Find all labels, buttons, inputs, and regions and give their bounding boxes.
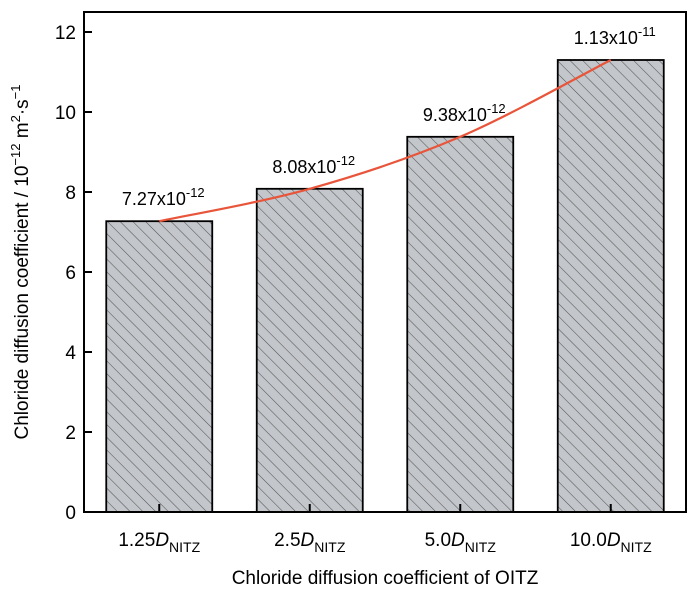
bar bbox=[556, 59, 665, 513]
trend-line-group bbox=[159, 59, 612, 223]
y-axis-title-exp2: 2 bbox=[8, 115, 23, 122]
x-tick-label: 2.5DNITZ bbox=[274, 530, 346, 555]
data-label: 9.38x10-12 bbox=[423, 101, 506, 125]
y-axis-title-unit2: ·s bbox=[12, 99, 33, 115]
x-axis-title: Chloride diffusion coefficient of OITZ bbox=[232, 568, 539, 589]
y-tick-label: 12 bbox=[55, 23, 76, 44]
y-tick-label: 4 bbox=[65, 343, 76, 364]
x-tick-label: 10.0DNITZ bbox=[570, 530, 652, 555]
y-tick-label: 6 bbox=[65, 263, 76, 284]
data-label: 1.13x10-11 bbox=[574, 24, 656, 48]
trend-line bbox=[159, 59, 612, 223]
y-axis-title-exp1: −12 bbox=[8, 144, 23, 166]
y-axis-title: Chloride diffusion coefficient / 10−12 m… bbox=[8, 85, 33, 440]
data-label: 7.27x10-12 bbox=[122, 185, 205, 209]
plot-frame bbox=[83, 11, 687, 513]
y-tick-label: 2 bbox=[65, 423, 76, 444]
bars-group bbox=[105, 59, 665, 513]
x-tick-label: 1.25DNITZ bbox=[118, 530, 200, 555]
bar bbox=[105, 220, 214, 513]
x-axis: 1.25DNITZ 2.5DNITZ 5.0DNITZ 10.0DNITZ bbox=[118, 504, 652, 555]
y-axis-title-exp3: −1 bbox=[8, 85, 23, 100]
y-axis: 0 2 4 6 8 10 12 bbox=[55, 23, 92, 524]
y-tick-label: 8 bbox=[65, 183, 76, 204]
y-axis-title-unit1: m bbox=[12, 122, 33, 143]
data-labels: 7.27x10-12 8.08x10-12 9.38x10-12 1.13x10-11 bbox=[122, 24, 656, 209]
y-axis-title-text: Chloride diffusion coefficient / 10 bbox=[12, 166, 33, 440]
x-tick-label: 5.0DNITZ bbox=[425, 530, 497, 555]
y-tick-label: 0 bbox=[65, 503, 76, 524]
bar bbox=[406, 135, 515, 513]
y-tick-label: 10 bbox=[55, 103, 76, 124]
bar bbox=[255, 187, 364, 513]
data-label: 8.08x10-12 bbox=[272, 153, 355, 177]
